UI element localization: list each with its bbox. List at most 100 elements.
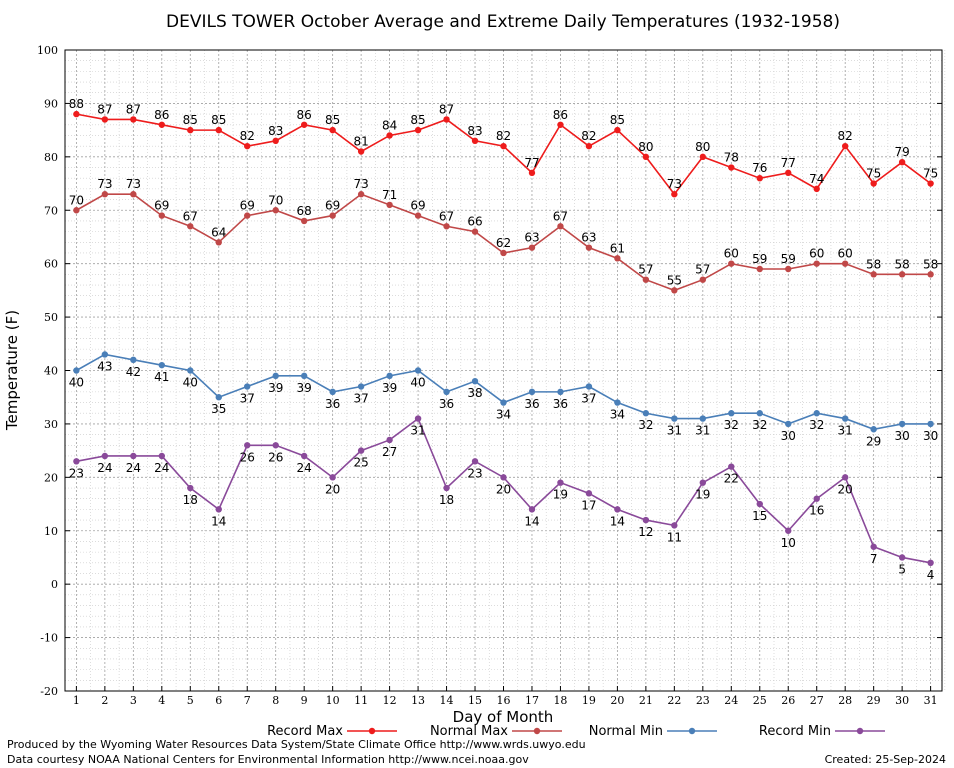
data-label: 27 — [382, 445, 397, 459]
data-point — [158, 361, 166, 369]
data-label: 80 — [695, 140, 710, 154]
x-tick-label: 2 — [101, 694, 108, 707]
data-point — [728, 410, 735, 417]
data-point — [300, 372, 308, 380]
data-label: 77 — [781, 156, 796, 170]
legend-marker — [368, 727, 376, 735]
data-label: 77 — [524, 156, 539, 170]
data-point — [187, 126, 194, 134]
data-label: 18 — [183, 493, 198, 507]
data-label: 32 — [724, 418, 739, 432]
x-tick-label: 7 — [244, 694, 251, 707]
data-point — [642, 276, 650, 283]
data-point — [215, 506, 222, 513]
data-label: 74 — [809, 172, 824, 186]
y-tick-label: 10 — [44, 525, 58, 538]
data-point — [528, 244, 536, 251]
data-label: 24 — [154, 461, 169, 475]
data-label: 61 — [610, 241, 625, 255]
data-point — [756, 175, 763, 182]
data-point — [300, 217, 308, 225]
data-point — [614, 506, 621, 513]
data-label: 87 — [439, 102, 454, 116]
data-point — [386, 372, 393, 380]
data-label: 82 — [581, 129, 596, 143]
x-tick-label: 6 — [215, 694, 222, 707]
data-label: 63 — [581, 231, 596, 245]
data-label: 24 — [297, 461, 312, 475]
data-point — [386, 201, 393, 209]
data-label: 14 — [211, 514, 226, 528]
data-label: 83 — [467, 124, 482, 138]
data-label: 24 — [126, 461, 141, 475]
data-point — [443, 484, 450, 492]
data-point — [528, 169, 536, 177]
x-tick-label: 19 — [582, 694, 596, 707]
y-tick-label: 0 — [51, 578, 58, 591]
data-point — [699, 479, 707, 486]
data-point — [813, 260, 820, 267]
data-label: 60 — [809, 247, 824, 261]
data-label: 29 — [866, 434, 881, 448]
legend-label: Normal Max — [430, 724, 508, 739]
data-label: 88 — [69, 97, 84, 111]
x-tick-label: 28 — [838, 694, 852, 707]
data-label: 30 — [923, 429, 938, 443]
data-point — [215, 126, 222, 134]
data-label: 55 — [667, 273, 682, 287]
x-tick-label: 15 — [468, 694, 482, 707]
data-label: 31 — [410, 424, 425, 438]
data-label: 75 — [923, 167, 938, 181]
data-point — [300, 452, 308, 460]
data-point — [785, 265, 792, 273]
data-point — [73, 110, 80, 118]
data-point — [927, 180, 934, 187]
data-point — [841, 260, 849, 267]
data-label: 32 — [638, 418, 653, 432]
data-point — [898, 420, 906, 428]
data-label: 17 — [581, 498, 596, 512]
y-tick-label: -20 — [40, 685, 58, 698]
data-label: 69 — [325, 199, 340, 213]
data-point — [471, 458, 479, 465]
x-tick-label: 30 — [895, 694, 909, 707]
data-point — [414, 126, 422, 134]
data-label: 70 — [69, 193, 84, 207]
data-point — [500, 142, 507, 150]
data-point — [414, 415, 422, 422]
data-label: 69 — [240, 199, 255, 213]
data-label: 82 — [240, 129, 255, 143]
data-label: 78 — [724, 151, 739, 165]
data-point — [898, 271, 906, 278]
data-point — [272, 442, 279, 449]
data-label: 76 — [752, 161, 767, 175]
data-point — [158, 121, 166, 128]
data-point — [699, 153, 707, 161]
x-tick-label: 14 — [440, 694, 454, 707]
y-tick-label: 100 — [37, 44, 58, 57]
chart-title: DEVILS TOWER October Average and Extreme… — [166, 12, 840, 32]
data-label: 85 — [183, 113, 198, 127]
data-point — [927, 559, 934, 566]
data-label: 82 — [838, 129, 853, 143]
legend-label: Normal Min — [589, 724, 663, 739]
data-point — [130, 452, 137, 460]
data-label: 31 — [695, 424, 710, 438]
data-point — [471, 137, 479, 145]
data-label: 10 — [781, 536, 796, 550]
data-point — [728, 260, 735, 267]
data-label: 40 — [183, 376, 198, 390]
data-label: 26 — [240, 450, 255, 464]
data-point — [870, 271, 877, 278]
data-point — [187, 367, 194, 374]
data-label: 67 — [439, 209, 454, 223]
data-point — [130, 116, 137, 123]
x-tick-label: 12 — [383, 694, 397, 707]
data-label: 85 — [610, 113, 625, 127]
data-point — [841, 474, 849, 481]
data-label: 31 — [838, 424, 853, 438]
data-label: 69 — [410, 199, 425, 213]
y-tick-label: 20 — [44, 471, 58, 484]
data-point — [671, 522, 678, 529]
